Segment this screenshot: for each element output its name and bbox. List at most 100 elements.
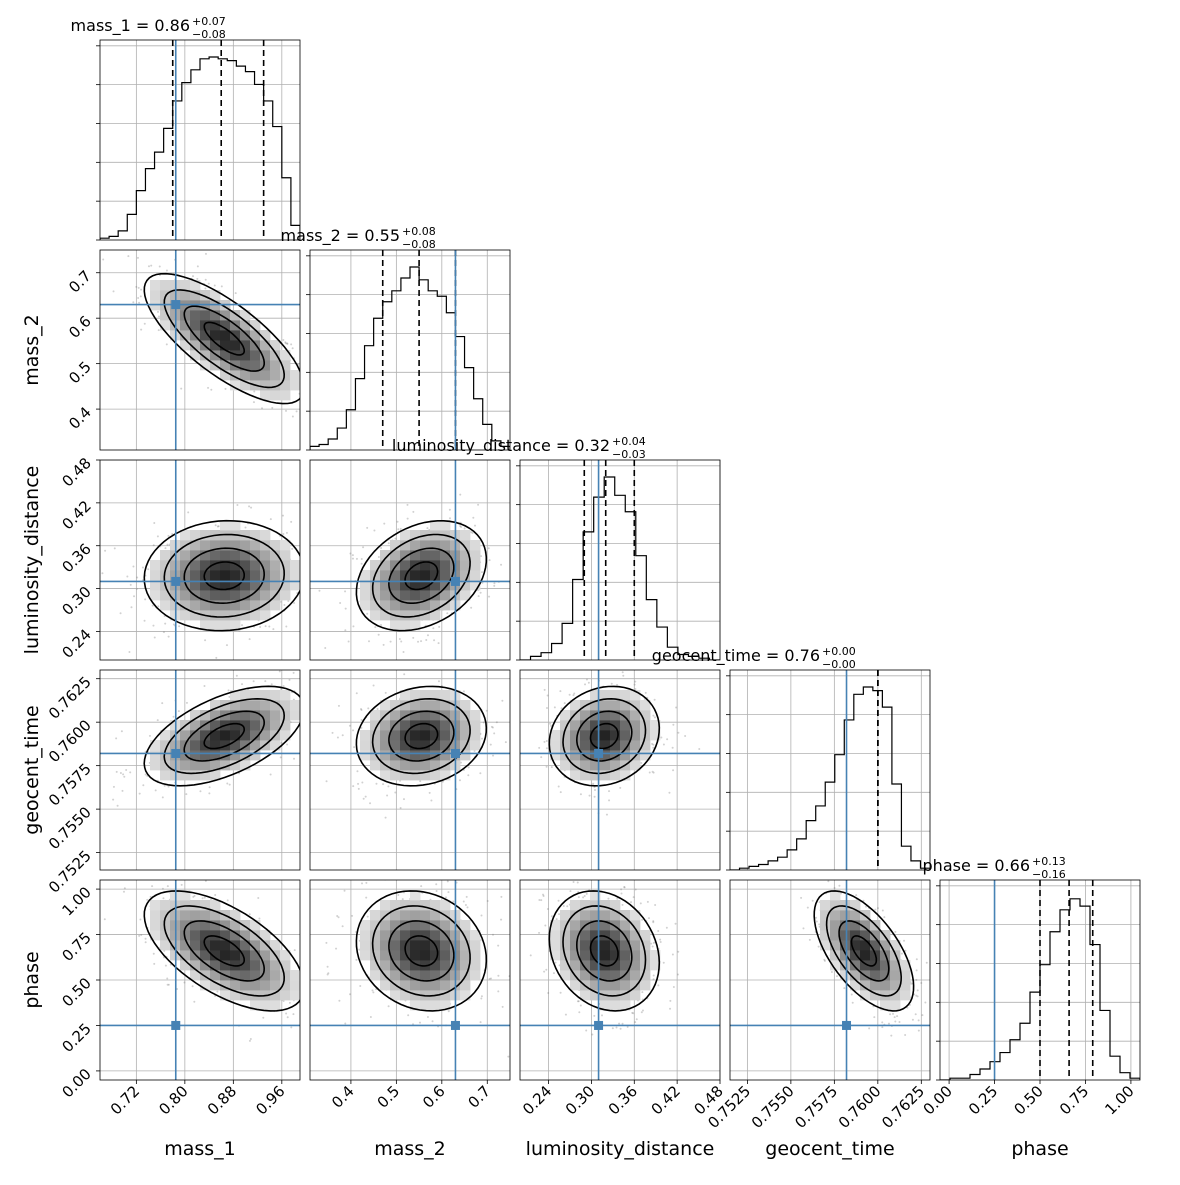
density-cell — [420, 730, 431, 741]
hist-panel-mass_2: mass_2 = 0.55 +0.08−0.08 — [281, 225, 511, 451]
sample-point — [540, 899, 543, 902]
x-tick-label: 0.30 — [562, 1082, 598, 1118]
density-cell — [260, 390, 271, 401]
sample-point — [288, 1001, 291, 1004]
title-plus: +0.07 — [192, 15, 226, 28]
sample-point — [634, 888, 637, 891]
density-cell — [390, 930, 401, 941]
sample-point — [652, 714, 655, 717]
sample-point — [566, 998, 568, 1000]
density-cell — [200, 950, 211, 961]
density-cell — [210, 980, 221, 991]
density-cell — [270, 690, 281, 701]
sample-point — [120, 730, 123, 733]
sample-point — [376, 708, 379, 711]
sample-point — [314, 549, 316, 551]
density-cell — [600, 920, 611, 931]
sample-point — [352, 625, 355, 628]
density-cell — [460, 700, 471, 711]
sample-point — [400, 640, 403, 643]
density-cell — [250, 600, 261, 611]
sample-point — [161, 887, 164, 890]
density-cell — [550, 920, 561, 931]
density-cell — [200, 570, 211, 581]
sample-point — [304, 591, 306, 593]
density-cell — [230, 930, 241, 941]
sample-point — [513, 746, 515, 748]
sample-point — [371, 989, 374, 992]
sample-point — [214, 893, 217, 896]
density-cell — [200, 310, 211, 321]
density-cell — [250, 570, 261, 581]
density-cell — [550, 740, 561, 751]
sample-point — [662, 743, 665, 746]
pair-panel-mass_2-vs-phase — [309, 879, 568, 1081]
sample-point — [915, 994, 918, 997]
density-cell — [160, 900, 171, 911]
sample-point — [362, 797, 365, 800]
density-cell — [440, 600, 451, 611]
density-cell — [610, 710, 621, 721]
sample-point — [459, 761, 462, 764]
sample-point — [161, 796, 164, 799]
sample-point — [480, 995, 483, 998]
sample-point — [355, 958, 358, 961]
density-cell — [470, 550, 481, 561]
density-cell — [590, 960, 601, 971]
sample-point — [215, 656, 218, 659]
density-cell — [260, 980, 271, 991]
sample-point — [112, 798, 115, 801]
density-cell — [630, 990, 641, 1001]
density-cell — [200, 530, 211, 541]
sample-point — [444, 896, 447, 899]
density-cell — [290, 700, 300, 711]
density-cell — [430, 960, 441, 971]
density-cell — [230, 720, 241, 731]
pair-panel-luminosity_distance-vs-phase — [519, 879, 721, 1081]
sample-point — [545, 765, 548, 768]
contour-level-2 — [183, 305, 265, 372]
density-cell — [210, 930, 221, 941]
density-cell — [620, 920, 631, 931]
density-cell — [230, 950, 241, 961]
density-cell — [870, 980, 881, 991]
sample-point — [652, 743, 655, 746]
density-cell — [590, 690, 601, 701]
density-cell — [190, 570, 201, 581]
sample-point — [538, 898, 541, 901]
sample-point — [171, 532, 174, 535]
density-cell — [240, 930, 251, 941]
sample-point — [337, 704, 340, 707]
density-cell — [640, 710, 651, 721]
density-cell — [370, 920, 381, 931]
density-cell — [290, 570, 300, 581]
density-cell — [420, 970, 431, 981]
sample-point — [151, 604, 154, 607]
sample-point — [514, 560, 516, 562]
sample-point — [284, 341, 287, 344]
density-cell — [370, 950, 381, 961]
y-tick-label: 0.42 — [58, 497, 94, 533]
density-cell — [280, 980, 291, 991]
density-cell — [260, 970, 271, 981]
density-cell — [260, 940, 271, 951]
x-tick-label: 0.7575 — [791, 1082, 841, 1132]
sample-point — [288, 678, 291, 681]
sample-point — [491, 726, 494, 729]
sample-point — [402, 798, 405, 801]
sample-point — [244, 526, 247, 529]
sample-point — [572, 694, 575, 697]
density-cell — [430, 750, 441, 761]
sample-point — [104, 549, 107, 552]
sample-point — [623, 886, 626, 889]
sample-point — [287, 599, 290, 602]
density-cell — [610, 720, 621, 731]
sample-point — [652, 771, 655, 774]
sample-point — [331, 731, 334, 734]
density-cell — [460, 560, 471, 571]
sample-point — [331, 1013, 333, 1015]
density-cell — [230, 700, 241, 711]
density-cell — [190, 910, 201, 921]
pair-panel-mass_1-vs-geocent_time — [99, 669, 301, 871]
